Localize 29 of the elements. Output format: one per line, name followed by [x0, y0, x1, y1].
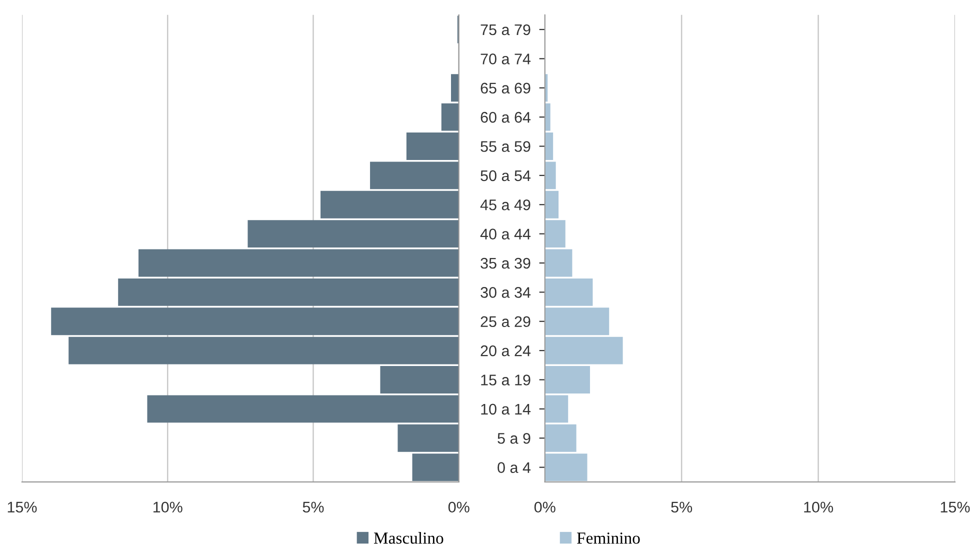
y-tick-label: 55 a 59 — [480, 141, 530, 152]
y-tick-label: 75 a 79 — [480, 24, 530, 36]
x-tick-label: 10% — [804, 502, 834, 513]
y-tick-label: 35 a 39 — [480, 258, 530, 269]
y-tick-label: 0 a 4 — [498, 462, 531, 473]
y-tick-label: 20 a 24 — [480, 345, 531, 356]
legend-label: Feminino — [577, 532, 640, 544]
x-tick-label: 0% — [448, 502, 470, 513]
x-tick-label: 15% — [8, 502, 37, 513]
x-tick-label: 0% — [534, 502, 556, 513]
y-tick-label: 65 a 69 — [480, 82, 530, 94]
x-tick-label: 15% — [940, 502, 970, 513]
bar — [544, 249, 572, 277]
y-tick-label: 15 a 19 — [481, 374, 530, 386]
y-tick-label: 40 a 44 — [480, 228, 531, 240]
y-tick-label: 25 a 29 — [480, 316, 530, 328]
y-tick-label: 60 a 64 — [480, 112, 531, 123]
y-tick-label: 50 a 54 — [480, 170, 531, 182]
y-tick-label: 70 a 74 — [480, 54, 531, 64]
y-tick-label: 30 a 34 — [480, 287, 531, 298]
y-tick-label: 10 a 14 — [481, 404, 531, 415]
legend-label: Masculino — [374, 532, 444, 544]
y-tick-label: 5 a 9 — [498, 432, 530, 444]
x-tick-label: 10% — [153, 502, 182, 513]
bar — [138, 249, 459, 277]
y-tick-label: 45 a 49 — [480, 199, 530, 210]
bar — [451, 74, 459, 102]
x-tick-label: 5% — [302, 502, 324, 513]
x-tick-label: 5% — [671, 502, 692, 513]
